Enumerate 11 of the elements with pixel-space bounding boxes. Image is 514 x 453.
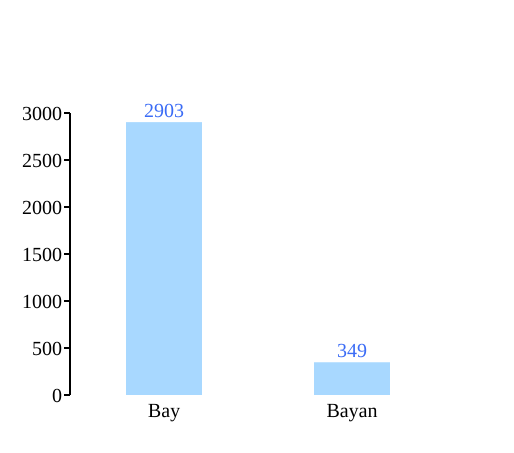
y-tick-label: 500 (32, 338, 62, 360)
data-label: 2903 (144, 100, 184, 122)
data-label: 349 (337, 340, 367, 362)
y-tick-label: 3000 (22, 103, 62, 126)
y-tick-label: 2500 (22, 150, 62, 172)
x-tick-label: Bayan (326, 400, 378, 422)
y-tick-label: 0 (52, 385, 62, 408)
y-tick-label: 1000 (22, 291, 62, 314)
y-tick-label: 2000 (22, 197, 62, 220)
y-tick-label: 1500 (22, 244, 62, 266)
x-tick-label: Bay (148, 400, 180, 422)
